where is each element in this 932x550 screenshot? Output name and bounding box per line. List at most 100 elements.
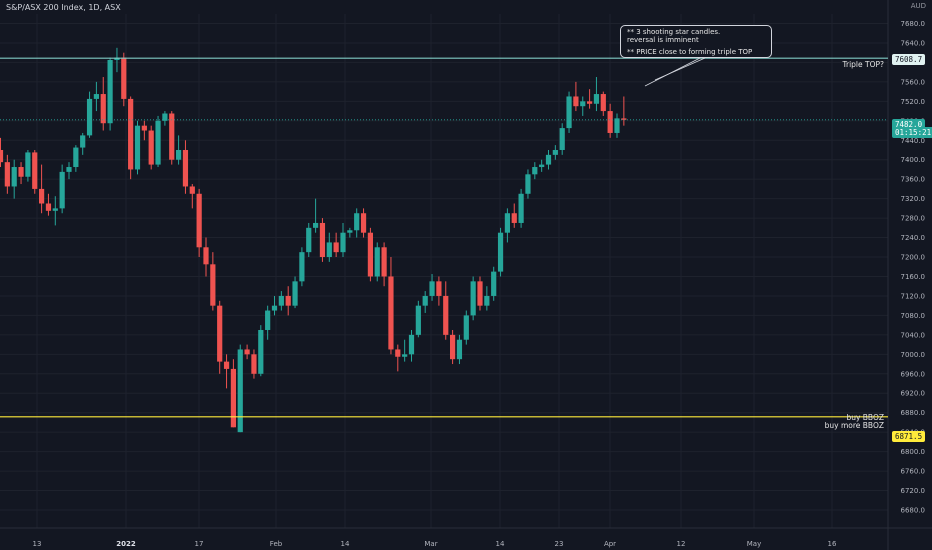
y-tick-label: 7120.0 (901, 292, 926, 300)
candle-body (230, 368, 236, 428)
candle-body (436, 281, 442, 296)
candle-body (395, 349, 401, 357)
x-tick-label: 12 (677, 540, 686, 548)
candle-body (4, 162, 10, 187)
candle-body (176, 149, 182, 160)
currency-label: AUD (910, 2, 926, 10)
annotation-pointer-2 (654, 57, 706, 81)
candle-body (484, 295, 490, 306)
candle-body (162, 113, 168, 121)
y-tick-label: 6800.0 (901, 448, 926, 456)
x-axis[interactable]: 13 2022 17 Feb 14 Mar 14 23 Apr 12 May 16 (33, 540, 837, 548)
candle-body (497, 232, 504, 272)
y-tick-label: 6880.0 (901, 409, 926, 417)
x-tick-label: Feb (270, 540, 283, 548)
candle-body (251, 354, 257, 374)
candle-body (545, 154, 552, 165)
y-tick-label: 7640.0 (901, 39, 926, 47)
current-price-tag: 7482.0 (892, 119, 926, 130)
candle-body (402, 354, 408, 357)
candle-body (66, 167, 72, 172)
y-tick-label: 7040.0 (901, 331, 926, 339)
candle-body (532, 167, 538, 175)
y-tick-label: 7000.0 (901, 351, 926, 359)
y-tick-label: 7360.0 (901, 176, 926, 184)
x-tick-label: 16 (828, 540, 837, 548)
y-tick-label: 7560.0 (901, 78, 926, 86)
y-tick-label: 7320.0 (901, 195, 926, 203)
candle-body (306, 227, 312, 253)
candle-body (59, 171, 65, 209)
candles (0, 47, 627, 433)
y-tick-label: 7160.0 (901, 273, 926, 281)
y-tick-label: 7400.0 (901, 156, 926, 164)
candle-body (134, 125, 141, 170)
candle-body (86, 98, 93, 136)
candle-body (580, 101, 586, 107)
x-tick-label: 17 (195, 540, 204, 548)
x-tick-label: 13 (33, 540, 42, 548)
candle-body (559, 128, 565, 150)
y-tick-label: 7280.0 (901, 215, 926, 223)
annotation-line-2: reversal is imminent (627, 36, 699, 44)
candle-body (347, 230, 353, 233)
candle-body (11, 167, 17, 187)
candle-body (80, 135, 86, 148)
candle-body (491, 271, 497, 296)
candle-body (319, 222, 326, 258)
candle-body (333, 242, 339, 253)
y-tick-label: 7440.0 (901, 137, 926, 145)
buy-more-bboz-label: buy more BBOZ (824, 421, 884, 430)
candle-body (600, 94, 606, 112)
candle-body (587, 101, 593, 104)
candle-body (148, 130, 154, 165)
y-tick-label: 7680.0 (901, 20, 926, 28)
candle-body (169, 113, 175, 160)
candle-body (429, 281, 435, 296)
y-tick-label: 6680.0 (901, 507, 926, 515)
candle-body (203, 247, 209, 265)
candle-body (100, 94, 106, 124)
candle-body (621, 118, 627, 120)
x-tick-label: Mar (424, 540, 437, 548)
candle-body (381, 247, 387, 277)
x-tick-label: May (747, 540, 761, 548)
candle-body (237, 349, 243, 433)
candle-body (265, 310, 271, 330)
annotation-line-3: ** PRICE close to forming triple TOP (627, 48, 753, 56)
resistance-price-tag: 7608.7 (892, 54, 926, 65)
x-tick-label: 14 (341, 540, 350, 548)
candle-body (552, 149, 558, 155)
candle-body (210, 264, 216, 306)
candle-body (566, 96, 572, 129)
candle-body (73, 147, 79, 168)
candle-body (511, 213, 517, 223)
candle-body (45, 203, 52, 211)
annotation-box[interactable]: ** 3 shooting star candles. reversal is … (620, 25, 772, 58)
chart-title: S&P/ASX 200 Index, 1D, ASX (6, 3, 121, 12)
y-tick-label: 6960.0 (901, 370, 926, 378)
y-tick-label: 6760.0 (901, 468, 926, 476)
candle-body (518, 193, 524, 223)
candle-body (285, 295, 291, 306)
x-tick-label: 23 (555, 540, 564, 548)
price-levels (0, 57, 888, 418)
candle-body (443, 295, 449, 335)
candle-body (607, 111, 613, 133)
candle-body (456, 339, 463, 360)
candle-body (292, 281, 298, 306)
candle-body (189, 186, 195, 194)
countdown-tag: 01:15:21 (892, 127, 932, 138)
candle-body (415, 305, 421, 335)
annotation-line-1: ** 3 shooting star candles. (627, 28, 721, 36)
candle-body (504, 213, 510, 233)
candle-body (360, 213, 367, 233)
candle-body (182, 149, 189, 187)
candle-body (0, 149, 4, 163)
candle-body (278, 295, 284, 306)
x-tick-label: Apr (604, 540, 616, 548)
candle-body (388, 276, 394, 350)
candle-body (107, 59, 113, 124)
